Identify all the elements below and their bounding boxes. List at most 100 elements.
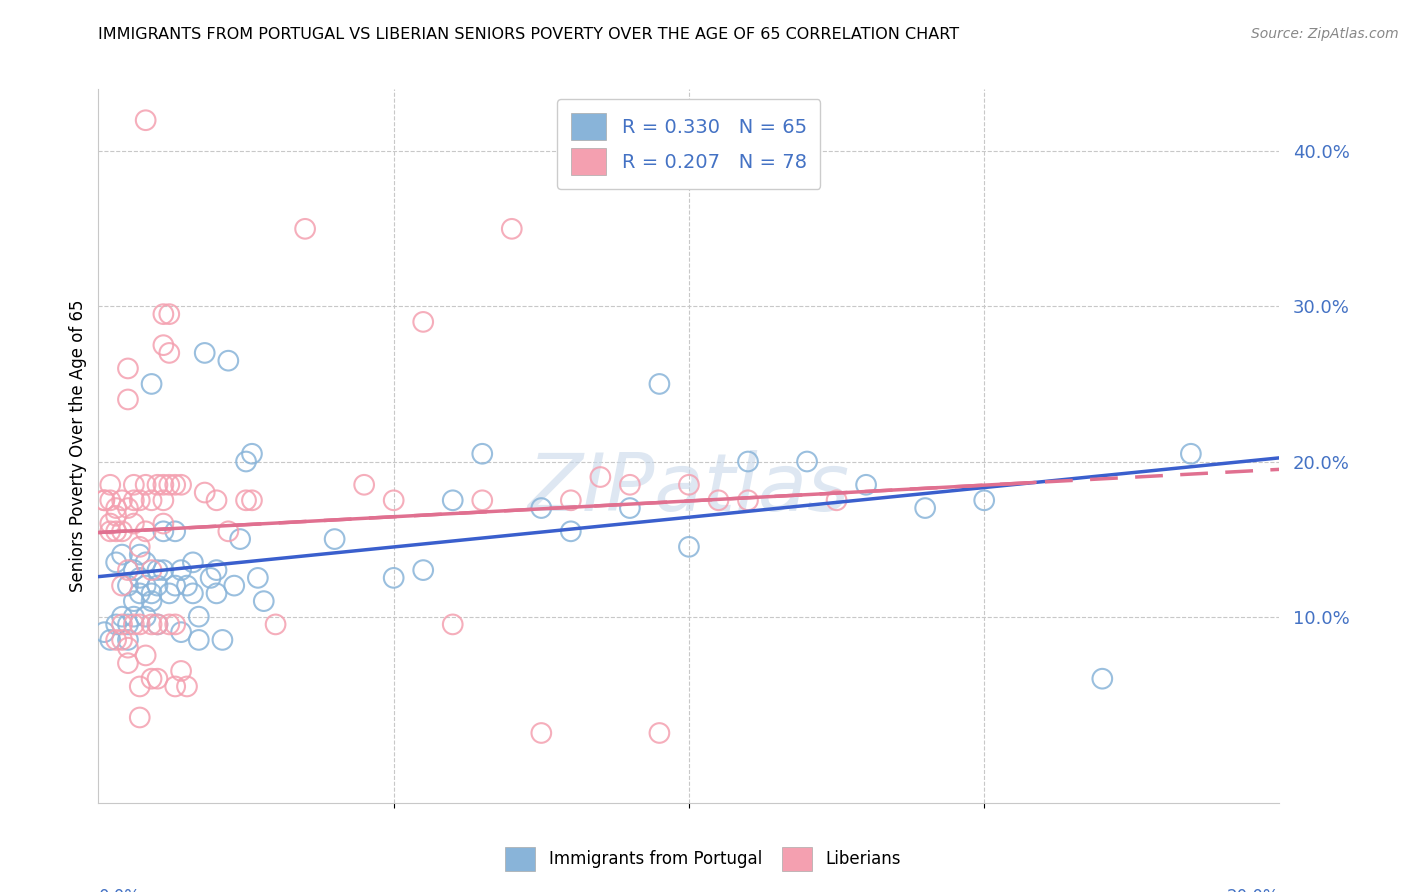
Point xyxy=(98,516,121,531)
Point xyxy=(141,672,163,686)
Point xyxy=(98,493,121,508)
Point xyxy=(111,632,134,647)
Point xyxy=(141,594,163,608)
Point xyxy=(117,632,139,647)
Point xyxy=(170,664,193,678)
Point xyxy=(146,563,169,577)
Point xyxy=(152,338,174,352)
Point xyxy=(737,493,759,508)
Point xyxy=(128,540,150,554)
Text: IMMIGRANTS FROM PORTUGAL VS LIBERIAN SENIORS POVERTY OVER THE AGE OF 65 CORRELAT: IMMIGRANTS FROM PORTUGAL VS LIBERIAN SEN… xyxy=(98,27,959,42)
Point xyxy=(105,524,128,539)
Text: Source: ZipAtlas.com: Source: ZipAtlas.com xyxy=(1251,27,1399,41)
Point xyxy=(412,315,434,329)
Point xyxy=(165,617,187,632)
Point xyxy=(165,524,187,539)
Point xyxy=(165,477,187,491)
Point xyxy=(141,617,163,632)
Point xyxy=(111,493,134,508)
Point xyxy=(678,540,700,554)
Point xyxy=(217,353,239,368)
Point xyxy=(117,501,139,516)
Point xyxy=(117,640,139,655)
Point xyxy=(914,501,936,516)
Point xyxy=(170,625,193,640)
Point xyxy=(146,672,169,686)
Point xyxy=(353,477,375,491)
Point xyxy=(170,477,193,491)
Point xyxy=(93,493,115,508)
Legend: Immigrants from Portugal, Liberians: Immigrants from Portugal, Liberians xyxy=(496,839,910,880)
Point xyxy=(240,447,263,461)
Point xyxy=(152,524,174,539)
Point xyxy=(128,680,150,694)
Point xyxy=(152,563,174,577)
Point xyxy=(135,555,157,569)
Point xyxy=(146,617,169,632)
Point xyxy=(111,617,134,632)
Point xyxy=(122,594,145,608)
Point xyxy=(135,579,157,593)
Point xyxy=(619,477,641,491)
Point xyxy=(441,493,464,508)
Point xyxy=(141,376,163,391)
Point xyxy=(157,617,180,632)
Point xyxy=(135,648,157,663)
Point xyxy=(105,632,128,647)
Point xyxy=(224,579,246,593)
Point xyxy=(648,376,671,391)
Point xyxy=(141,586,163,600)
Point xyxy=(157,346,180,360)
Point xyxy=(111,609,134,624)
Point xyxy=(205,586,228,600)
Point xyxy=(235,493,257,508)
Text: 20.0%: 20.0% xyxy=(1227,888,1279,892)
Point xyxy=(382,493,405,508)
Point xyxy=(217,524,239,539)
Point xyxy=(128,571,150,585)
Text: ZIPatlas: ZIPatlas xyxy=(527,450,851,528)
Point xyxy=(235,454,257,468)
Point xyxy=(117,656,139,670)
Point xyxy=(141,563,163,577)
Point xyxy=(737,454,759,468)
Point xyxy=(98,632,121,647)
Point xyxy=(648,726,671,740)
Point xyxy=(323,532,346,546)
Point xyxy=(141,493,163,508)
Point xyxy=(1091,672,1114,686)
Point xyxy=(229,532,252,546)
Point xyxy=(135,609,157,624)
Point xyxy=(200,571,222,585)
Point xyxy=(471,493,494,508)
Point xyxy=(117,361,139,376)
Point xyxy=(152,516,174,531)
Point xyxy=(796,454,818,468)
Point xyxy=(194,346,217,360)
Point xyxy=(98,477,121,491)
Point xyxy=(128,493,150,508)
Point xyxy=(128,586,150,600)
Text: 0.0%: 0.0% xyxy=(98,888,141,892)
Point xyxy=(157,477,180,491)
Point xyxy=(176,680,198,694)
Point xyxy=(176,579,198,593)
Point xyxy=(560,493,582,508)
Point xyxy=(122,617,145,632)
Point xyxy=(181,555,204,569)
Point xyxy=(135,113,157,128)
Point xyxy=(152,307,174,321)
Point xyxy=(211,632,233,647)
Point xyxy=(128,617,150,632)
Point xyxy=(530,726,553,740)
Point xyxy=(412,563,434,577)
Point xyxy=(105,508,128,523)
Point xyxy=(152,493,174,508)
Point xyxy=(135,524,157,539)
Point xyxy=(707,493,730,508)
Point xyxy=(1180,447,1202,461)
Point xyxy=(157,307,180,321)
Point xyxy=(152,477,174,491)
Point xyxy=(205,563,228,577)
Point xyxy=(181,586,204,600)
